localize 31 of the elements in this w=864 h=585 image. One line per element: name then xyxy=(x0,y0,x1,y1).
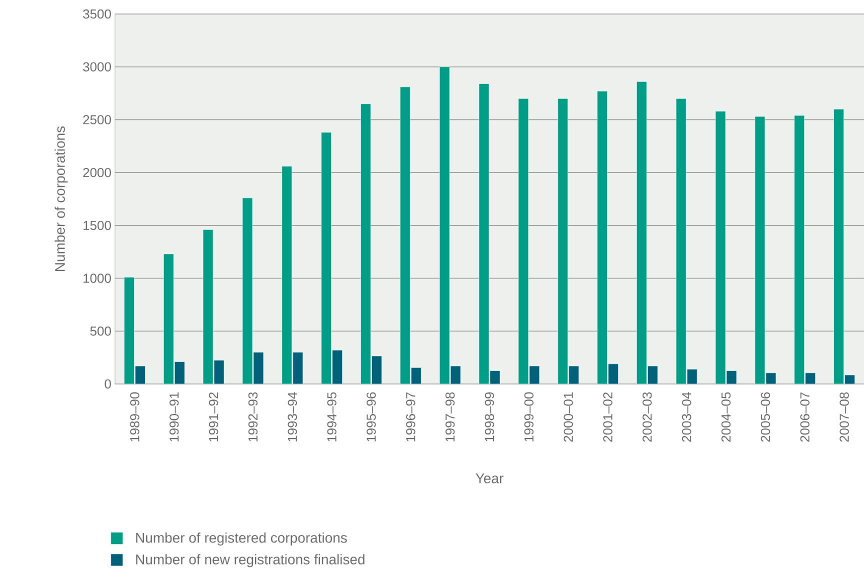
x-tick-label: 2000–01 xyxy=(564,392,573,442)
y-tick-label: 0 xyxy=(104,379,111,389)
y-tick-label: 1000 xyxy=(84,274,111,283)
x-tick-label: 2006–07 xyxy=(800,392,810,442)
x-tick-label: 2001–02 xyxy=(603,392,612,442)
x-tick-label: 2007–08 xyxy=(840,392,849,442)
x-tick-label: 1999–00 xyxy=(524,392,534,442)
x-tick-label: 1994–95 xyxy=(327,392,336,442)
x-tick-label: 2004–05 xyxy=(721,392,731,442)
x-tick-label: 2003–04 xyxy=(682,392,692,442)
x-tick-label: 1991–92 xyxy=(208,392,218,442)
x-tick-label: 1993–94 xyxy=(288,392,297,442)
x-tick-label: 1989–90 xyxy=(130,392,140,442)
y-tick-label: 2000 xyxy=(83,168,111,178)
y-axis-title: Number of corporations xyxy=(54,126,68,271)
legend-label: Number of new registrations finalised xyxy=(136,554,364,568)
y-tick-label: 3000 xyxy=(83,62,111,72)
x-tick-label: 2002–03 xyxy=(642,392,652,442)
y-tick-label: 2500 xyxy=(83,115,111,124)
x-tick-label: 1996–97 xyxy=(406,392,416,442)
x-tick-label: 1990–91 xyxy=(170,392,179,442)
y-tick-label: 1500 xyxy=(84,220,111,230)
x-tick-label: 1995–96 xyxy=(366,392,376,442)
y-tick-label: 3500 xyxy=(83,9,111,19)
x-tick-label: 1992–93 xyxy=(248,392,258,442)
x-tick-label: 1997–98 xyxy=(445,392,455,442)
x-tick-label: 1998–99 xyxy=(484,392,494,442)
legend-label: Number of registered corporations xyxy=(136,532,347,546)
x-axis-title: Year xyxy=(476,474,504,484)
y-tick-label: 500 xyxy=(90,326,111,336)
x-tick-label: 2005–06 xyxy=(760,392,770,442)
